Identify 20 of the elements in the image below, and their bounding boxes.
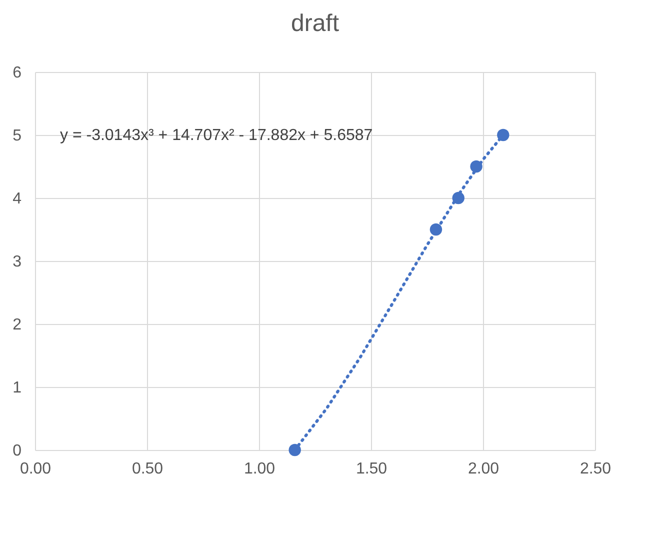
y-tick-label: 1	[12, 380, 22, 396]
point	[470, 160, 482, 173]
x-tick-label: 1.00	[244, 460, 276, 478]
y-tick-label: 4	[12, 190, 22, 208]
point	[288, 444, 301, 456]
y-tick-label: 6	[12, 64, 22, 82]
y-tick-label: 2	[12, 316, 22, 334]
chart-title: draft	[290, 10, 340, 37]
y-tick-label: 5	[12, 128, 22, 144]
annotation: y = -3.0143x³ + 14.707x² - 17.882x + 5.6587	[60, 127, 373, 144]
y-tick-label: 0	[12, 442, 22, 460]
x-tick-label: 2.00	[468, 460, 500, 478]
point	[430, 223, 442, 236]
point	[497, 128, 510, 142]
x-tick-label: 0.00	[20, 460, 52, 478]
x-tick-label: 2.50	[580, 460, 612, 478]
y-tick-label: 3	[12, 254, 22, 270]
x-tick-label: 0.50	[132, 460, 164, 478]
x-tick-label: 1.50	[356, 460, 388, 478]
point	[452, 192, 464, 204]
